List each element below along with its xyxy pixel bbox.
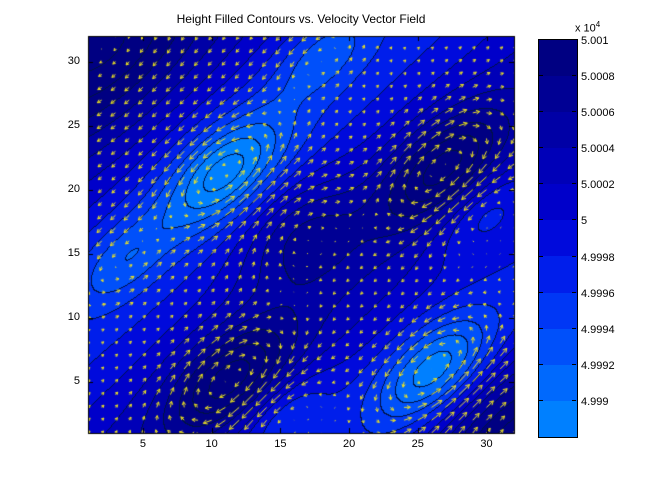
colorbar-label: 5.0006 [581,107,615,120]
y-tick-label: 20 [67,182,80,195]
colorbar-tick [539,183,543,184]
exponent-power: 4 [595,20,601,29]
colorbar-label: 4.999 [581,395,609,408]
colorbar-tick [572,75,576,76]
colorbar-tick [539,256,543,257]
colorbar-band [539,292,577,329]
colorbar-tick [572,256,576,257]
colorbar-band [539,112,577,149]
x-tick-label: 10 [205,438,218,450]
colorbar-tick [539,364,543,365]
colorbar-band [539,148,577,185]
colorbar-tick [572,111,576,112]
colorbar-tick [539,111,543,112]
y-tick-label: 15 [67,246,80,259]
x-tick-label: 30 [480,438,493,450]
y-tick-label: 30 [67,54,80,67]
colorbar-band [539,40,577,77]
colorbar-label: 5.0002 [581,179,615,192]
colorbar-band [539,256,577,293]
colorbar-tick [539,147,543,148]
y-tick-label: 10 [67,310,80,323]
colorbar-tick [572,147,576,148]
colorbar-tick [539,219,543,220]
colorbar-tick [539,75,543,76]
colorbar-band [539,400,577,437]
colorbar-band [539,76,577,113]
exponent-base: x 10 [575,22,596,35]
x-tick-label: 15 [274,438,287,450]
colorbar-tick [572,400,576,401]
colorbar-band [539,220,577,257]
colorbar-label: 5.0004 [581,143,615,156]
colorbar-label: 4.9992 [581,359,615,372]
plot-title: Height Filled Contours vs. Velocity Vect… [176,12,426,26]
x-tick-label: 25 [411,438,424,450]
colorbar-exponent-label: x 104 [575,20,600,35]
colorbar [538,39,578,438]
colorbar-label: 4.9998 [581,251,615,264]
colorbar-label: 5.001 [581,35,609,47]
colorbar-tick [572,292,576,293]
y-tick-label: 5 [73,374,80,387]
x-tick-label: 20 [342,438,356,450]
colorbar-tick [539,292,543,293]
colorbar-label: 4.9994 [581,323,615,336]
colorbar-label: 4.9996 [581,287,615,300]
colorbar-tick [572,219,576,220]
colorbar-band [539,364,577,401]
y-tick-label: 25 [67,118,80,131]
colorbar-label: 5.0008 [581,71,615,84]
colorbar-band [539,328,577,365]
colorbar-band [539,184,577,221]
x-tick-label: 5 [139,438,147,450]
colorbar-label: 5 [581,215,588,228]
colorbar-tick [572,183,576,184]
colorbar-tick [572,328,576,329]
colorbar-tick [572,364,576,365]
colorbar-tick [539,400,543,401]
colorbar-tick [539,328,543,329]
